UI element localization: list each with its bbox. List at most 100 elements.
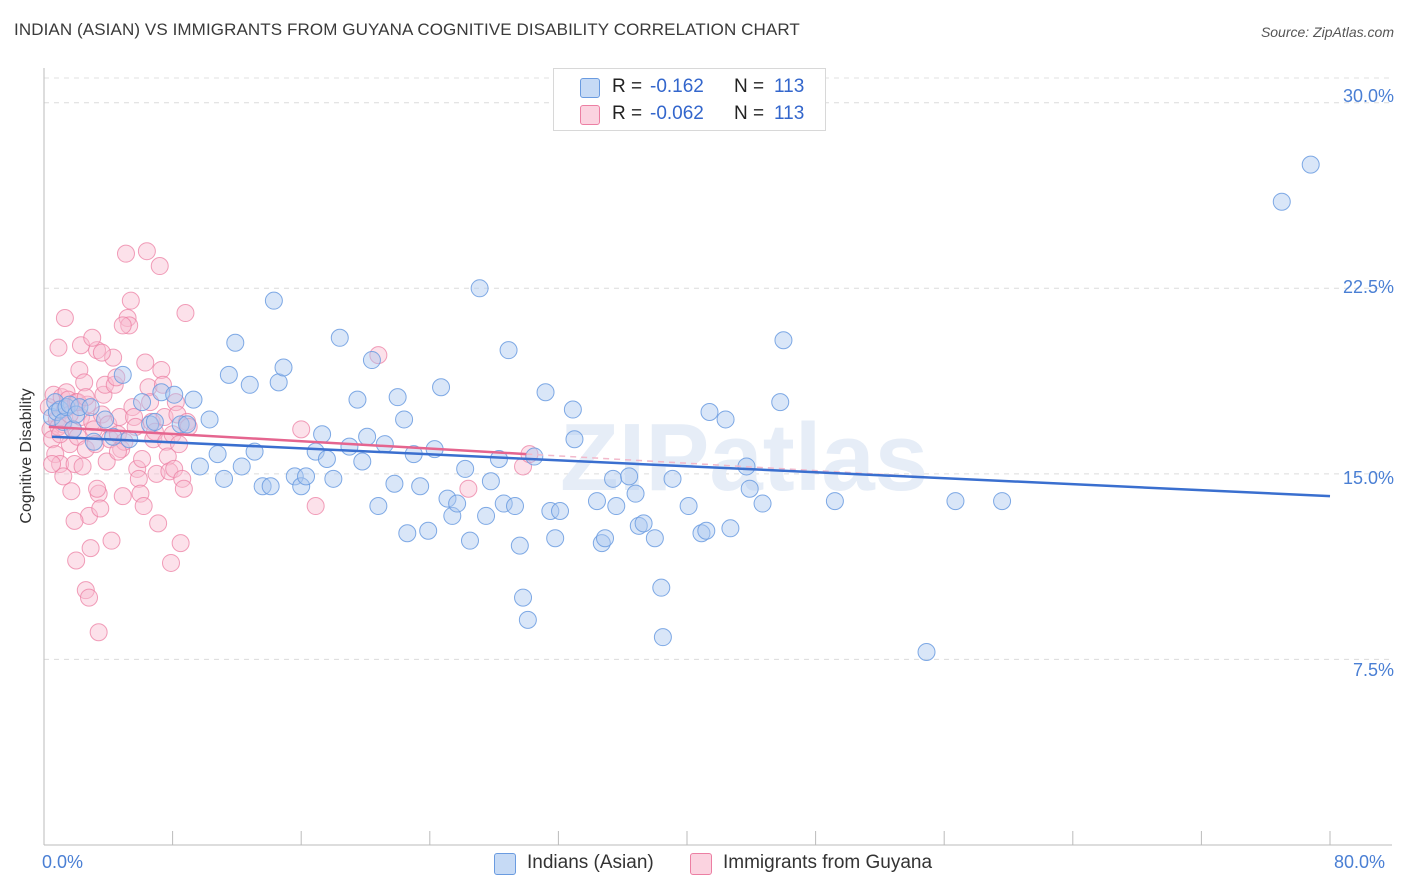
- indians-point: [460, 531, 479, 550]
- indians-point: [348, 390, 367, 409]
- indians-point: [1301, 155, 1320, 174]
- guyana-point: [133, 450, 152, 469]
- indians-point: [596, 529, 615, 548]
- guyana-point: [54, 467, 73, 486]
- source-credit: Source: ZipAtlas.com: [1260, 24, 1394, 40]
- guyana-point: [152, 360, 171, 379]
- indians-point: [551, 501, 570, 520]
- guyana-point: [62, 482, 81, 501]
- indians-trend-line: [51, 435, 1331, 498]
- indians-point: [917, 643, 936, 662]
- y-axis-label: Cognitive Disability: [18, 388, 35, 524]
- indians-point: [438, 489, 457, 508]
- indians-point: [219, 365, 238, 384]
- series-immigrants-from-guyana: [39, 242, 539, 642]
- guyana-point: [136, 353, 155, 372]
- x-tick-label-max: 80.0%: [1334, 852, 1386, 872]
- indians-point: [514, 588, 533, 607]
- indians-point: [190, 457, 209, 476]
- legend-n-label: N =: [734, 103, 765, 124]
- indians-point: [607, 497, 626, 516]
- y-tick-label: 15.0%: [1342, 468, 1394, 488]
- guyana-point: [89, 623, 108, 642]
- guyana-point: [92, 405, 111, 424]
- indians-point: [232, 457, 251, 476]
- indians-point: [358, 427, 377, 446]
- axes: [43, 68, 1392, 846]
- indians-point: [563, 400, 582, 419]
- indians-point: [499, 341, 518, 360]
- guyana-point: [149, 514, 168, 533]
- guyana-point: [306, 497, 325, 516]
- indians-point: [993, 492, 1012, 511]
- indians-point: [494, 494, 513, 513]
- indians-point: [697, 521, 716, 540]
- indians-point: [57, 398, 76, 417]
- indians-point: [716, 410, 735, 429]
- indians-point: [113, 365, 132, 384]
- indians-point: [626, 484, 645, 503]
- indians-point: [200, 410, 219, 429]
- guyana-point: [171, 534, 190, 553]
- legend-label: Indians (Asian): [527, 852, 654, 873]
- indians-point: [165, 385, 184, 404]
- indians-point: [470, 279, 489, 298]
- indians-point: [771, 393, 790, 412]
- y-tick-label: 7.5%: [1352, 660, 1394, 680]
- indians-point: [481, 472, 500, 491]
- indians-point: [663, 469, 682, 488]
- indians-point: [362, 351, 381, 370]
- guyana-point: [88, 479, 107, 498]
- guyana-point: [67, 551, 86, 570]
- indians-point: [208, 445, 227, 464]
- indians-point: [692, 524, 711, 543]
- indians-point: [419, 521, 438, 540]
- indians-point: [541, 501, 560, 520]
- guyana-trend-line: [48, 425, 527, 456]
- legend-swatch-blue: [580, 78, 600, 98]
- indians-point: [385, 474, 404, 493]
- indians-point: [330, 328, 349, 347]
- indians-point: [653, 628, 672, 647]
- indians-point: [456, 459, 475, 478]
- guyana-point: [73, 457, 92, 476]
- legend-n-value: 113: [774, 103, 805, 124]
- x-tick-label-min: 0.0%: [42, 852, 84, 872]
- indians-point: [171, 415, 190, 434]
- indians-point: [388, 388, 407, 407]
- guyana-point: [92, 343, 111, 362]
- indians-point: [324, 469, 343, 488]
- guyana-point: [134, 497, 153, 516]
- indians-point: [240, 375, 259, 394]
- guyana-point: [96, 375, 115, 394]
- indians-point: [133, 393, 152, 412]
- indians-point: [395, 410, 414, 429]
- indians-point: [525, 447, 544, 466]
- guyana-point: [46, 445, 65, 464]
- guyana-point: [65, 511, 84, 530]
- guyana-point: [129, 469, 148, 488]
- guyana-point: [80, 506, 99, 525]
- indians-point: [178, 415, 197, 434]
- indians-point: [740, 479, 759, 498]
- legend-swatch-pink: [580, 105, 600, 125]
- indians-point: [505, 497, 524, 516]
- indians-point: [215, 469, 234, 488]
- series-legend: Indians (Asian) Immigrants from Guyana: [0, 852, 1406, 876]
- indians-point: [226, 333, 245, 352]
- chart-title: INDIAN (ASIAN) VS IMMIGRANTS FROM GUYANA…: [14, 20, 800, 39]
- watermark: ZIPatlas: [560, 404, 928, 511]
- legend-swatch-blue: [494, 853, 516, 875]
- guyana-point: [81, 539, 100, 558]
- indians-point: [721, 519, 740, 538]
- indians-point: [353, 452, 372, 471]
- indians-point: [592, 534, 611, 553]
- indians-point: [84, 432, 103, 451]
- guyana-point: [83, 328, 102, 347]
- indians-point: [536, 383, 555, 402]
- legend-r-label: R =: [612, 103, 643, 124]
- legend-n-value: 113: [774, 76, 805, 97]
- guyana-point: [80, 588, 99, 607]
- guyana-point: [102, 531, 121, 550]
- legend-r-value: -0.062: [650, 103, 704, 124]
